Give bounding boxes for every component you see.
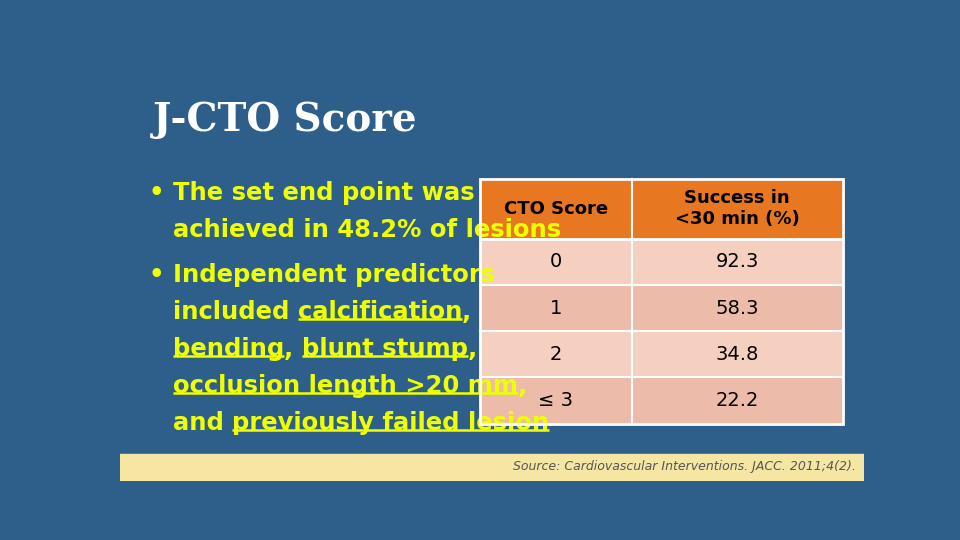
Text: • The set end point was: • The set end point was [150, 181, 475, 205]
Text: 2: 2 [550, 345, 563, 364]
Bar [120, 454, 864, 481]
Text: ,: , [517, 374, 527, 398]
Text: previously failed lesion: previously failed lesion [232, 411, 549, 435]
Bar [480, 179, 843, 239]
Text: blunt stump: blunt stump [301, 337, 468, 361]
Bar [480, 179, 843, 423]
Text: 92.3: 92.3 [715, 252, 759, 272]
Text: • Independent predictors: • Independent predictors [150, 263, 495, 287]
Text: CTO Score: CTO Score [504, 200, 608, 218]
Text: calcification: calcification [298, 300, 462, 324]
Text: ,: , [462, 300, 471, 324]
Text: 58.3: 58.3 [715, 299, 759, 318]
Text: Source: Cardiovascular Interventions. JACC. 2011;4(2).: Source: Cardiovascular Interventions. JA… [514, 460, 856, 473]
Text: 0: 0 [550, 252, 562, 272]
Bar [480, 377, 843, 423]
Text: Success in
<30 min (%): Success in <30 min (%) [675, 190, 800, 228]
Text: J-CTO Score: J-CTO Score [153, 101, 418, 139]
Text: ≤ 3: ≤ 3 [539, 391, 573, 410]
Text: included: included [173, 300, 298, 324]
Text: 22.2: 22.2 [715, 391, 759, 410]
Text: and: and [173, 411, 232, 435]
Text: ,: , [284, 337, 301, 361]
Bar [480, 239, 843, 285]
Text: occlusion length >20 mm: occlusion length >20 mm [173, 374, 517, 398]
Text: 1: 1 [550, 299, 563, 318]
Bar [480, 331, 843, 377]
Text: bending: bending [173, 337, 284, 361]
Bar [480, 285, 843, 331]
Text: ,: , [468, 337, 477, 361]
Text: achieved in 48.2% of lesions: achieved in 48.2% of lesions [173, 218, 561, 242]
Text: 34.8: 34.8 [715, 345, 759, 364]
